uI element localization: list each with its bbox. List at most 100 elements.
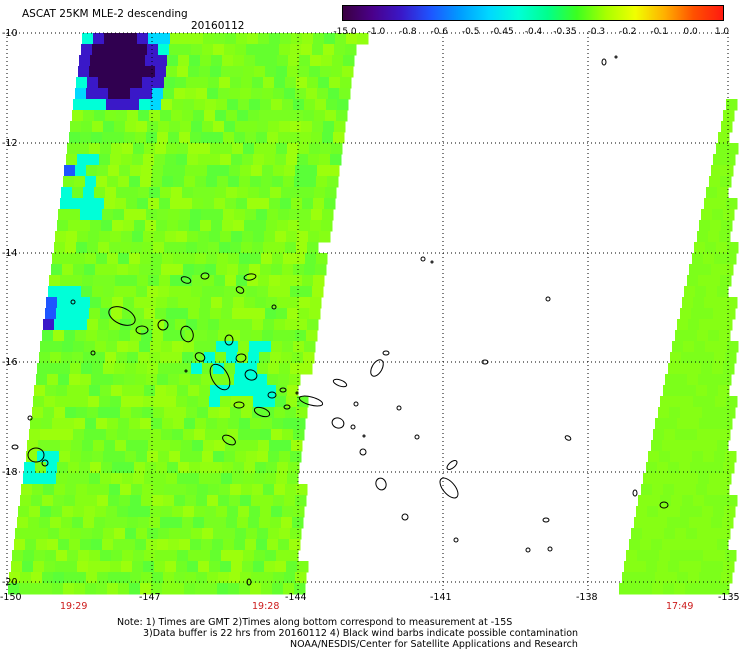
wind-cell [254, 385, 266, 397]
wind-cell [196, 330, 208, 342]
island-outline [331, 417, 345, 429]
wind-cell [51, 506, 63, 518]
wind-cell [675, 429, 687, 441]
wind-cell [630, 583, 642, 595]
wind-cell [272, 583, 284, 595]
wind-cell [224, 44, 236, 56]
wind-cell [83, 187, 95, 199]
wind-cell [312, 44, 324, 56]
wind-cell [189, 55, 201, 67]
wind-cell [286, 231, 298, 243]
wind-cell [65, 407, 77, 419]
island-outline [525, 547, 531, 553]
wind-cell [115, 33, 127, 45]
wind-cell [216, 506, 228, 518]
wind-cell [703, 451, 715, 463]
island-outline [271, 304, 277, 310]
wind-cell [665, 374, 677, 386]
wind-cell [133, 473, 145, 485]
wind-cell [181, 33, 193, 45]
wind-cell [90, 297, 102, 309]
wind-cell [133, 66, 145, 78]
wind-cell [247, 33, 259, 45]
wind-cell [59, 451, 71, 463]
wind-cell [240, 330, 252, 342]
wind-cell [283, 253, 295, 265]
wind-cell [143, 231, 155, 243]
wind-cell [202, 363, 214, 375]
wind-cell [313, 275, 325, 287]
wind-cell [71, 440, 83, 452]
wind-cell [232, 385, 244, 397]
wind-cell [160, 110, 172, 122]
wind-cell [114, 363, 126, 375]
wind-cell [159, 198, 171, 210]
wind-cell [692, 550, 704, 562]
wind-cell [150, 341, 162, 353]
wind-cell [276, 385, 288, 397]
wind-cell [95, 429, 107, 441]
wind-cell [305, 176, 317, 188]
wind-cell [712, 462, 724, 474]
wind-cell [269, 33, 281, 45]
wind-cell [212, 374, 224, 386]
wind-cell [205, 341, 217, 353]
wind-cell [59, 286, 71, 298]
wind-cell [244, 297, 256, 309]
wind-cell [102, 209, 114, 221]
wind-cell [116, 517, 128, 529]
wind-cell [243, 385, 255, 397]
wind-cell [193, 110, 205, 122]
wind-cell [94, 517, 106, 529]
wind-cell [703, 253, 715, 265]
wind-cell [270, 352, 282, 364]
wind-cell [152, 572, 164, 584]
wind-cell [624, 561, 636, 573]
wind-cell [681, 550, 693, 562]
colorbar-tick: 1.0 [714, 27, 730, 37]
wind-cell [666, 572, 678, 584]
wind-cell [165, 231, 177, 243]
wind-cell [194, 99, 206, 111]
wind-cell [106, 341, 118, 353]
wind-cell [706, 286, 718, 298]
wind-cell [114, 528, 126, 540]
wind-cell [40, 429, 52, 441]
wind-cell [93, 33, 105, 45]
wind-cell [202, 44, 214, 56]
wind-cell [717, 187, 729, 199]
wind-cell [291, 198, 303, 210]
wind-cell [39, 517, 51, 529]
wind-cell [97, 495, 109, 507]
wind-cell [81, 44, 93, 56]
wind-cell [143, 396, 155, 408]
wind-cell [725, 451, 737, 463]
wind-cell [201, 209, 213, 221]
wind-cell [218, 330, 230, 342]
wind-cell [120, 319, 132, 331]
wind-cell [673, 539, 685, 551]
wind-cell [727, 143, 739, 155]
wind-cell [704, 198, 716, 210]
wind-cell [167, 462, 179, 474]
wind-cell [148, 33, 160, 45]
wind-cell [204, 187, 216, 199]
wind-cell [676, 473, 688, 485]
wind-cell [244, 220, 256, 232]
wind-cell [181, 275, 193, 287]
wind-cell [158, 121, 170, 133]
wind-cell [98, 484, 110, 496]
wind-cell [87, 407, 99, 419]
wind-cell [246, 363, 258, 375]
wind-cell [261, 253, 273, 265]
wind-cell [130, 572, 142, 584]
wind-cell [32, 484, 44, 496]
wind-cell [60, 275, 72, 287]
wind-cell [717, 286, 729, 298]
wind-cell [284, 572, 296, 584]
wind-cell [207, 165, 219, 177]
wind-cell [173, 583, 185, 595]
wind-cell [183, 341, 195, 353]
wind-cell [314, 187, 326, 199]
wind-cell [80, 374, 92, 386]
